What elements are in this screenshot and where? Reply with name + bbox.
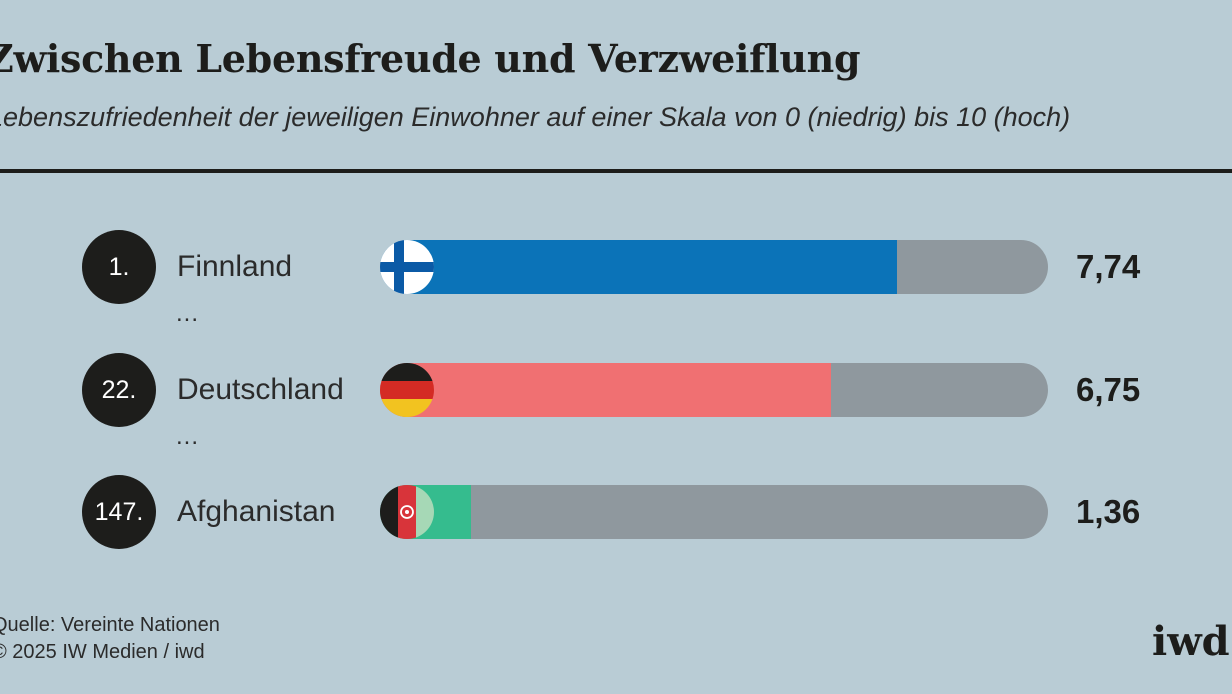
header-divider (0, 169, 1232, 173)
country-label: Afghanistan (177, 495, 336, 528)
ellipsis-separator: ... (176, 300, 200, 327)
bar-deutschland (380, 363, 831, 417)
rank-badge: 22. (82, 353, 156, 427)
germany-flag-icon (380, 363, 434, 417)
value-label: 1,36 (1076, 493, 1141, 530)
rank-badge: 147. (82, 475, 156, 549)
chart-title: Zwischen Lebensfreude und Verzweiflung (0, 36, 861, 81)
value-label: 6,75 (1076, 371, 1141, 408)
iwd-logo: iwd (1152, 618, 1230, 665)
bar-track (380, 240, 1048, 294)
rank-badge: 1. (82, 230, 156, 304)
source-note: Quelle: Vereinte Nationen © 2025 IW Medi… (0, 612, 220, 666)
bar-finnland (380, 240, 897, 294)
bar-row-deutschland: 22. Deutschland 6,75 (0, 353, 1232, 429)
copyright-text: © 2025 IW Medien / iwd (0, 641, 205, 663)
finland-flag-icon (380, 240, 434, 294)
country-label: Deutschland (177, 373, 344, 406)
country-label: Finnland (177, 250, 293, 283)
bar-row-finnland: 1. Finnland 7,74 (0, 230, 1232, 306)
value-label: 7,74 (1076, 248, 1141, 285)
afghanistan-flag-icon (380, 485, 434, 539)
chart-subtitle: Lebenszufriedenheit der jeweiligen Einwo… (0, 102, 1071, 132)
bar-row-afghanistan: 147. Afghanistan 1,36 (0, 475, 1232, 551)
source-text: Quelle: Vereinte Nationen (0, 614, 220, 636)
bar-track (380, 485, 1048, 539)
bar-track (380, 363, 1048, 417)
ellipsis-separator: ... (176, 423, 200, 450)
